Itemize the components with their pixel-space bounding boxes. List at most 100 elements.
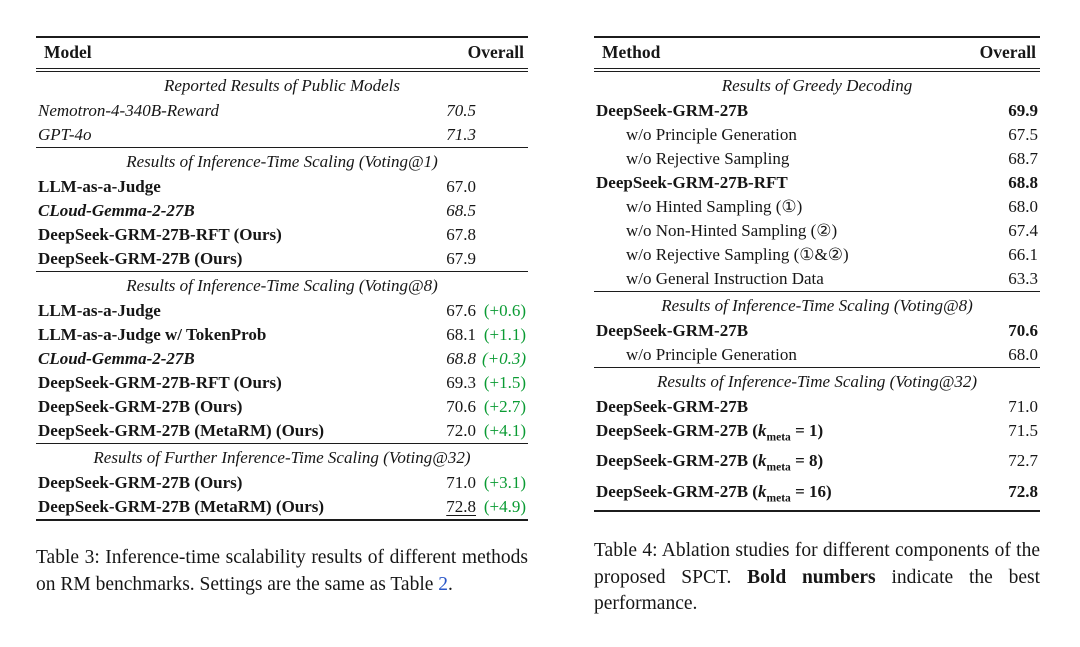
table-row: DeepSeek-GRM-27B (kmeta = 1) 71.5 (594, 419, 1040, 449)
row-value: 68.0 (953, 195, 1040, 219)
table-row: DeepSeek-GRM-27B (MetaRM) (Ours) 72.8 (+4.… (36, 495, 528, 520)
table-row: LLM-as-a-Judge w/ TokenProb 68.1 (+1.1) (36, 323, 528, 347)
delta-slot: (+4.1) (476, 420, 526, 442)
table-row: DeepSeek-GRM-27B (Ours) 67.9 (36, 247, 528, 272)
delta-slot: (+0.3) (476, 348, 526, 370)
section-title-row: Results of Greedy Decoding (594, 70, 1040, 99)
table-row: CLoud-Gemma-2-27B 68.8 (+0.3) (36, 347, 528, 371)
overall-score: 70.6 (1008, 321, 1038, 340)
delta-gain: (+1.1) (483, 325, 526, 344)
row-label: DeepSeek-GRM-27B (596, 101, 749, 120)
row-label: DeepSeek-GRM-27B (596, 321, 749, 340)
row-value: 69.3 (+1.5) (418, 371, 528, 395)
overall-score: 69.9 (1008, 101, 1038, 120)
table-row: w/o Hinted Sampling (①) 68.0 (594, 195, 1040, 219)
delta-gain: (+3.1) (483, 473, 526, 492)
row-value: 71.5 (953, 419, 1040, 449)
delta-slot: (+1.5) (476, 372, 526, 394)
table-row: w/o General Instruction Data 63.3 (594, 267, 1040, 292)
table-row: DeepSeek-GRM-27B 70.6 (594, 319, 1040, 343)
row-value: 68.8 (+0.3) (418, 347, 528, 371)
overall-score: 63.3 (1008, 269, 1038, 288)
delta-slot: (+0.6) (476, 300, 526, 322)
row-value: 71.3 (418, 123, 528, 148)
delta-gain: (+0.6) (483, 301, 526, 320)
table-row: DeepSeek-GRM-27B-RFT 68.8 (594, 171, 1040, 195)
row-label: DeepSeek-GRM-27B (kmeta = 16) (596, 481, 832, 505)
row-label: DeepSeek-GRM-27B (Ours) (38, 249, 243, 268)
overall-score: 72.8 (446, 497, 476, 516)
row-value: 66.1 (953, 243, 1040, 267)
row-label: w/o General Instruction Data (626, 269, 824, 288)
row-value: 72.8 (953, 480, 1040, 511)
row-label: LLM-as-a-Judge w/ TokenProb (38, 325, 267, 344)
delta-gain: (+2.7) (483, 397, 526, 416)
table-row: DeepSeek-GRM-27B (kmeta = 16) 72.8 (594, 480, 1040, 511)
overall-score: 70.6 (446, 397, 476, 416)
overall-score: 68.5 (446, 201, 476, 220)
row-label: GPT-4o (38, 125, 92, 144)
delta-gain: (+0.3) (481, 349, 526, 368)
table-row: DeepSeek-GRM-27B 71.0 (594, 395, 1040, 419)
row-label: LLM-as-a-Judge (38, 177, 161, 196)
table-3-caption: Table 3: Inference-time scalability resu… (36, 545, 528, 598)
delta-slot: (+2.7) (476, 396, 526, 418)
paper-page: Model Overall Reported Results of Public M… (36, 36, 1040, 618)
overall-score: 68.1 (446, 325, 476, 344)
table-row: Nemotron-4-340B-Reward 70.5 (36, 99, 528, 123)
section-title-row: Results of Inference-Time Scaling (Votin… (36, 147, 528, 175)
row-value: 69.9 (953, 99, 1040, 123)
math-sub-meta: meta (766, 430, 791, 444)
table-row: w/o Principle Generation 68.0 (594, 343, 1040, 368)
row-label: DeepSeek-GRM-27B (Ours) (38, 473, 243, 492)
overall-score: 71.0 (446, 473, 476, 492)
row-value: 70.6 (953, 319, 1040, 343)
overall-score: 72.0 (446, 421, 476, 440)
table-3-wrap: Model Overall Reported Results of Public M… (36, 36, 528, 521)
row-value: 68.1 (+1.1) (418, 323, 528, 347)
row-value: 67.4 (953, 219, 1040, 243)
row-label: DeepSeek-GRM-27B-RFT (Ours) (38, 373, 282, 392)
row-label: DeepSeek-GRM-27B (MetaRM) (Ours) (38, 421, 325, 440)
overall-score: 71.5 (1008, 421, 1038, 440)
table-row: DeepSeek-GRM-27B-RFT (Ours) 69.3 (+1.5) (36, 371, 528, 395)
row-label: w/o Non-Hinted Sampling (②) (626, 221, 838, 240)
section-title-row: Results of Inference-Time Scaling (Votin… (36, 271, 528, 299)
row-value: 67.0 (418, 175, 528, 199)
table-row: w/o Rejective Sampling (①&②) 66.1 (594, 243, 1040, 267)
row-value: 71.0 (+3.1) (418, 471, 528, 495)
column-header-method: Method (594, 37, 953, 72)
section-title: Results of Inference-Time Scaling (Votin… (594, 367, 1040, 395)
header-row: Method Overall (594, 37, 1040, 72)
row-value: 67.5 (953, 123, 1040, 147)
delta-slot: (+3.1) (476, 472, 526, 494)
table-row: CLoud-Gemma-2-27B 68.5 (36, 199, 528, 223)
column-header-overall: Overall (417, 37, 528, 72)
overall-score: 70.5 (446, 101, 476, 120)
table-4-block: Method Overall Results of Greedy Decoding D… (594, 36, 1040, 618)
overall-score: 68.8 (446, 349, 476, 368)
overall-score: 67.8 (446, 225, 476, 244)
section-title-row: Results of Inference-Time Scaling (Votin… (594, 367, 1040, 395)
section-title: Results of Further Inference-Time Scalin… (36, 443, 528, 471)
table-reference-link[interactable]: 2 (438, 573, 449, 595)
table-row: w/o Rejective Sampling 68.7 (594, 147, 1040, 171)
table-row: GPT-4o 71.3 (36, 123, 528, 148)
section-title: Results of Inference-Time Scaling (Votin… (36, 271, 528, 299)
overall-score: 71.3 (446, 125, 476, 144)
row-label: w/o Rejective Sampling (①&②) (626, 245, 849, 264)
row-label: CLoud-Gemma-2-27B (38, 349, 195, 368)
delta-gain: (+4.1) (483, 421, 526, 440)
section-title: Results of Inference-Time Scaling (Votin… (594, 291, 1040, 319)
overall-score: 68.7 (1008, 149, 1038, 168)
overall-score: 71.0 (1008, 397, 1038, 416)
table-row: w/o Non-Hinted Sampling (②) 67.4 (594, 219, 1040, 243)
delta-gain: (+4.9) (483, 497, 526, 516)
table-row: DeepSeek-GRM-27B 69.9 (594, 99, 1040, 123)
row-value: 63.3 (953, 267, 1040, 292)
row-value: 68.7 (953, 147, 1040, 171)
overall-score: 66.1 (1008, 245, 1038, 264)
row-label: DeepSeek-GRM-27B (kmeta = 1) (596, 421, 824, 444)
math-var-k: k (757, 481, 767, 501)
